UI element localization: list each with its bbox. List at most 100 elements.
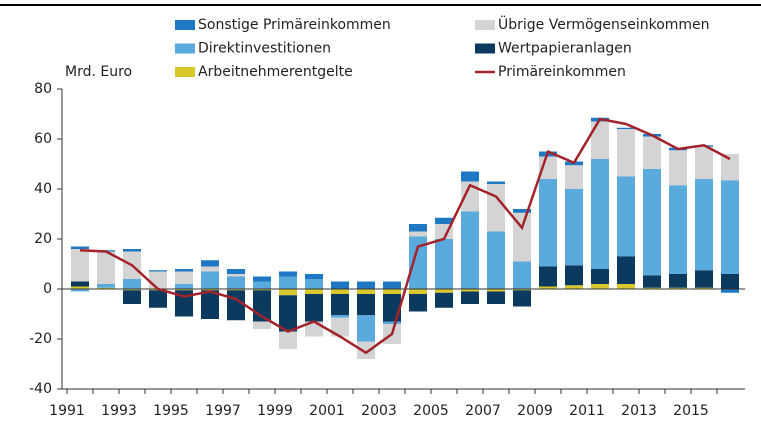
legend-swatch — [175, 20, 195, 30]
bar-segment — [227, 290, 245, 321]
bar-segment — [461, 171, 479, 182]
bar-segment — [331, 317, 349, 337]
legend-swatch — [175, 43, 195, 54]
x-tick-label: 1999 — [257, 403, 293, 419]
bar-segment — [513, 289, 531, 291]
x-tick-label: 2005 — [413, 403, 449, 419]
bar-segment — [513, 209, 531, 213]
bar-segment — [97, 287, 115, 289]
bar-segment — [565, 285, 583, 289]
bar-segment — [617, 176, 635, 257]
bar-segment — [175, 289, 193, 291]
x-tick-label: 1997 — [205, 403, 241, 419]
y-tick-label: 0 — [43, 281, 52, 297]
bar-segment — [71, 249, 89, 282]
bar-segment — [253, 289, 271, 291]
bar-segment — [435, 289, 453, 293]
x-tick-label: 2003 — [361, 403, 397, 419]
bar-segment — [227, 269, 245, 274]
bar-segment — [123, 279, 141, 289]
bar-segment — [617, 284, 635, 289]
bar-segment — [591, 269, 609, 284]
bar-segment — [305, 274, 323, 279]
legend-label: Übrige Vermögenseinkommen — [498, 15, 710, 33]
bar-segment — [383, 281, 401, 289]
bar-segment — [435, 292, 453, 308]
bar-segment — [669, 185, 687, 274]
x-tick-label: 2007 — [465, 403, 501, 419]
bar-segment — [669, 274, 687, 288]
bar-segment — [227, 289, 245, 291]
bar-segment — [435, 239, 453, 289]
bar-segment — [487, 184, 505, 232]
bar-segment — [331, 294, 349, 316]
y-tick-label: 60 — [34, 131, 52, 147]
bar-segment — [201, 260, 219, 267]
legend-label: Arbeitnehmerentgelte — [198, 64, 353, 80]
bar-segment — [409, 236, 427, 289]
bar-segment — [279, 295, 297, 332]
bar-segment — [357, 341, 375, 359]
bar-segment — [149, 270, 167, 272]
bar-segment — [383, 289, 401, 294]
bar-segment — [331, 281, 349, 289]
bar-segment — [201, 266, 219, 272]
bar-segment — [695, 179, 713, 271]
bar-segment — [227, 276, 245, 289]
bar-segment — [539, 266, 557, 287]
legend-swatch — [475, 20, 495, 30]
y-tick-label: 40 — [34, 181, 52, 197]
bar-segment — [539, 286, 557, 289]
y-axis-label: Mrd. Euro — [65, 64, 132, 80]
bar-segment — [461, 181, 479, 212]
bar-segment — [643, 275, 661, 288]
bar-segment — [357, 315, 375, 342]
bar-segment — [253, 276, 271, 282]
bar-segment — [305, 279, 323, 289]
bar-segment — [695, 287, 713, 289]
bar-segment — [71, 246, 89, 249]
bar-segment — [383, 321, 401, 324]
x-tick-label: 1995 — [153, 403, 189, 419]
bar-segment — [149, 271, 167, 289]
bar-segment — [643, 136, 661, 169]
bar-segment — [279, 289, 297, 296]
bar-segment — [97, 251, 115, 284]
bar-segment — [565, 265, 583, 286]
bar-segment — [721, 289, 739, 293]
x-tick-label: 1993 — [101, 403, 137, 419]
bar-segment — [643, 169, 661, 276]
bar-segment — [643, 287, 661, 289]
x-tick-label: 1991 — [49, 403, 85, 419]
y-tick-label: -40 — [29, 381, 52, 397]
bar-segment — [331, 315, 349, 318]
legend-label: Wertpapieranlagen — [498, 41, 632, 57]
bar-segment — [123, 249, 141, 252]
bar-segment — [513, 261, 531, 289]
legend-label: Primäreinkommen — [498, 64, 626, 80]
y-tick-label: 20 — [34, 231, 52, 247]
bar-segment — [279, 271, 297, 277]
bar-segment — [175, 284, 193, 289]
bar-segment — [409, 294, 427, 312]
bar-segment — [227, 274, 245, 277]
bar-segment — [357, 294, 375, 316]
y-tick-label: -20 — [29, 331, 52, 347]
bar-segment — [123, 289, 141, 291]
bar-segment — [201, 290, 219, 319]
x-tick-label: 2013 — [621, 403, 657, 419]
bar-segment — [305, 294, 323, 322]
bar-segment — [201, 289, 219, 291]
bar-segment — [721, 154, 739, 181]
bar-segment — [357, 281, 375, 289]
x-tick-label: 2011 — [569, 403, 605, 419]
bar-segment — [721, 274, 739, 289]
bar-segment — [175, 269, 193, 272]
legend-swatch — [175, 67, 195, 77]
bar-segment — [175, 271, 193, 284]
bar-segment — [201, 271, 219, 289]
bar-segment — [253, 321, 271, 329]
legend-label: Direktinvestitionen — [198, 41, 331, 57]
bar-segment — [695, 270, 713, 288]
